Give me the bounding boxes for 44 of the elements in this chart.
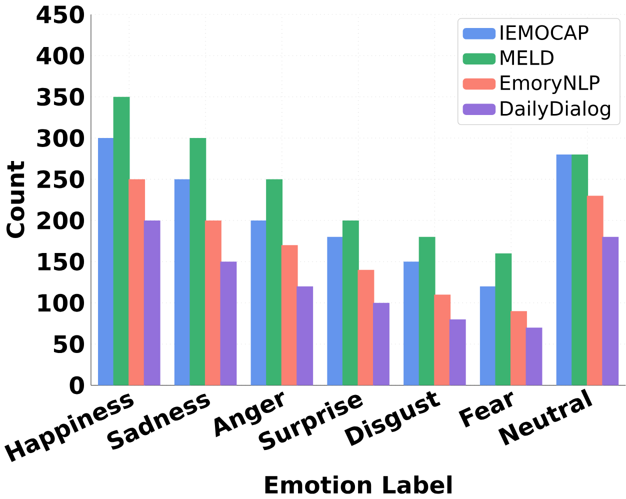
bar (266, 179, 283, 386)
bar (434, 294, 451, 386)
bar (418, 236, 436, 386)
bar (572, 154, 588, 386)
y-tick-label: 150 (38, 252, 84, 270)
bar (404, 262, 420, 386)
bar (281, 245, 298, 386)
y-axis-title: Count (6, 160, 24, 238)
bar (220, 262, 237, 386)
y-tick-label: 350 (37, 88, 84, 106)
bar (480, 286, 496, 386)
bar (586, 196, 604, 386)
bar (190, 138, 206, 386)
bar (342, 220, 359, 386)
y-tick-label: 100 (38, 294, 84, 312)
bar (373, 302, 390, 386)
bar (602, 236, 619, 386)
y-tick-label: 250 (38, 170, 84, 188)
bar (449, 319, 466, 386)
bar (495, 253, 512, 386)
bar (358, 270, 374, 386)
x-axis-title: Emotion Label (265, 475, 452, 494)
y-tick-label: 450 (36, 5, 84, 24)
bar (556, 154, 573, 386)
bar (250, 220, 268, 386)
y-tick-label: 400 (36, 46, 84, 64)
y-tick-label: 50 (54, 334, 84, 353)
bar (510, 310, 527, 386)
bar (204, 220, 222, 386)
bar (113, 96, 130, 386)
legend-label: DailyDialog (500, 100, 610, 120)
legend-label: IEMOCAP (500, 24, 588, 40)
bar (296, 286, 314, 386)
bar (128, 179, 146, 386)
bar (98, 138, 114, 386)
legend-label: EmoryNLP (500, 75, 600, 94)
y-tick-label: 200 (38, 211, 84, 230)
y-tick-label: 300 (37, 128, 84, 147)
bar (174, 179, 191, 386)
bar (526, 327, 542, 386)
legend-label: MELD (500, 50, 554, 65)
bar (144, 220, 160, 386)
y-tick-label: 0 (70, 376, 84, 394)
bar (327, 236, 344, 386)
